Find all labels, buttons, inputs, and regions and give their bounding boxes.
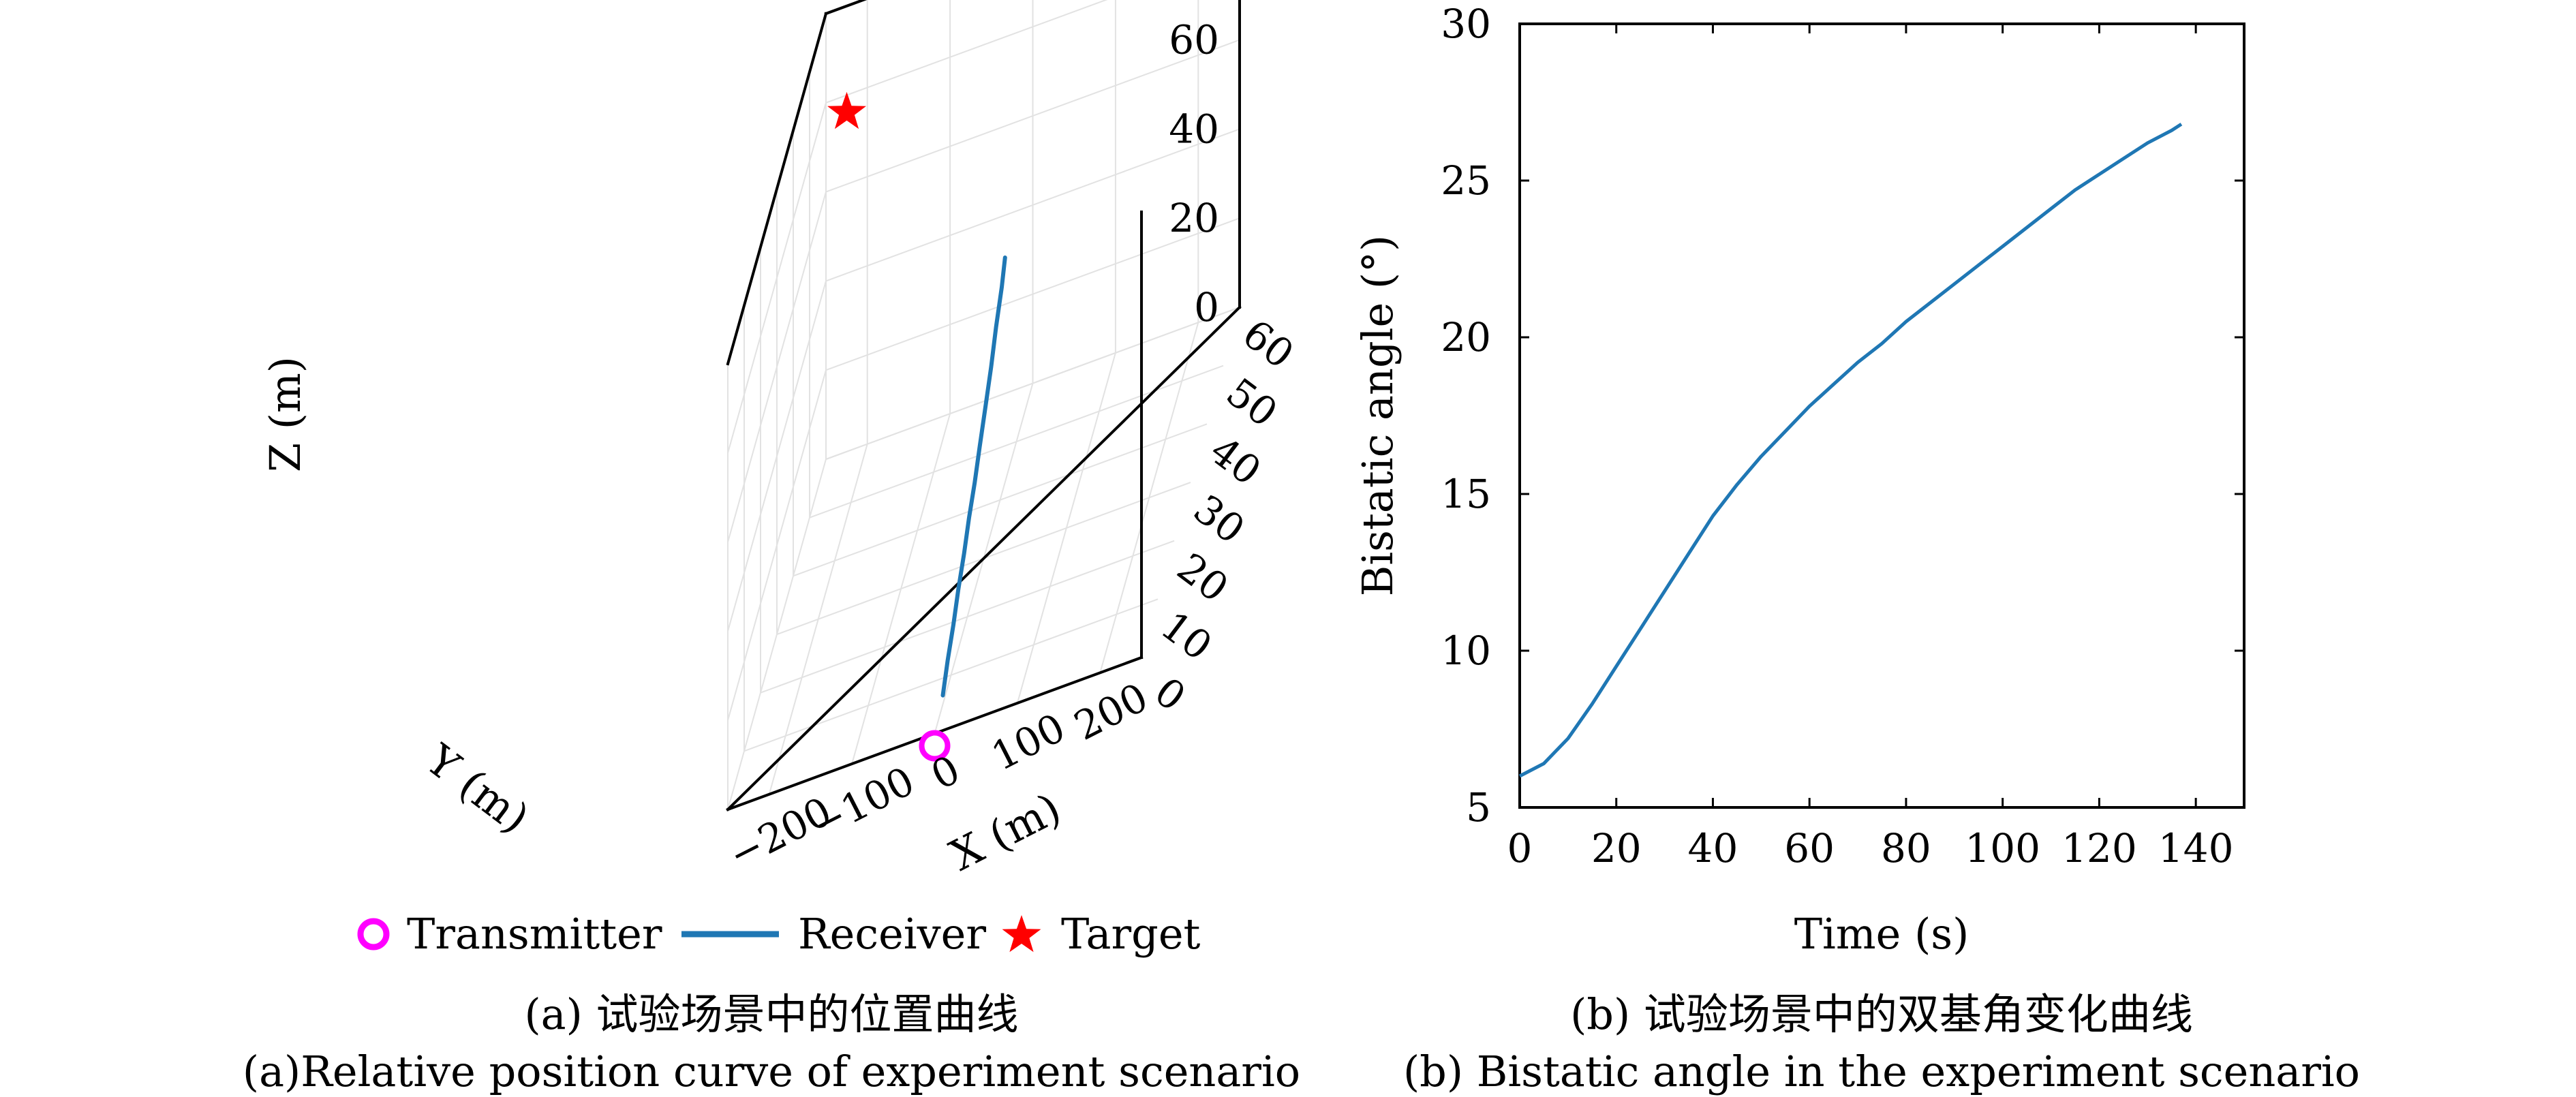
y-tick-label: 10 [1152, 602, 1221, 670]
z-tick-label: 20 [1169, 195, 1219, 241]
side-wall-grid-z [727, 281, 827, 632]
y-tick-label-b: 15 [1441, 471, 1491, 517]
x-tick-label: 200 [1067, 674, 1155, 750]
y-axis-label: Y (m) [416, 735, 538, 844]
y-axis-label-b: Bistatic angle (°) [1353, 235, 1402, 596]
y-tick-label-b: 5 [1466, 784, 1491, 831]
transmitter-marker [919, 730, 951, 762]
x-tick-label: −100 [804, 758, 922, 848]
x-tick-label-b: 80 [1881, 825, 1931, 871]
legend: Transmitter Receiver Target [357, 909, 1201, 959]
y-tick-label-b: 30 [1441, 1, 1491, 47]
y-tick-label-b: 25 [1441, 157, 1491, 204]
caption-a-en: (a)Relative position curve of experiment… [243, 1047, 1300, 1096]
caption-b-cn: (b) 试验场景中的双基角变化曲线 [1570, 989, 2193, 1039]
back-wall-grid-z [825, 217, 1240, 371]
legend-target-marker [1002, 915, 1041, 953]
plot-frame [1518, 22, 2245, 809]
y-tick-label-b: 20 [1441, 314, 1491, 360]
y-tick-label: 40 [1201, 427, 1270, 495]
back-wall-grid-z [825, 39, 1240, 193]
x-tick-label: 100 [984, 705, 1073, 780]
side-wall-grid-z [727, 191, 827, 542]
bistatic-angle-line [1518, 123, 2183, 778]
floor-grid-y [809, 365, 1224, 519]
x-axis-label: X (m) [942, 784, 1069, 881]
x-tick-label-b: 60 [1784, 825, 1835, 871]
target-point [827, 91, 866, 129]
ticks-2d: 0 20 40 60 80 100 120 140 5 10 15 20 25 30 [1441, 1, 2244, 871]
target-marker [827, 91, 866, 129]
y-tick-label: 50 [1218, 369, 1286, 436]
z-tick-label: 0 [1194, 284, 1219, 330]
x-tick-label-b: 0 [1507, 825, 1533, 871]
x-tick-label-b: 40 [1688, 825, 1738, 871]
x-tick-label-b: 20 [1591, 825, 1642, 871]
z-axis-label: Z (m) [260, 356, 310, 472]
caption-b-en: (b) Bistatic angle in the experiment sce… [1403, 1047, 2360, 1096]
side-wall-grid-z [727, 459, 827, 810]
legend-receiver-label: Receiver [798, 909, 986, 959]
legend-transmitter-marker [357, 918, 390, 951]
x-tick-label-b: 120 [2061, 825, 2137, 871]
side-wall-grid-z [727, 102, 827, 454]
receiver-trajectory [940, 256, 1007, 698]
y-tick-label: 30 [1185, 486, 1253, 553]
legend-target-label: Target [1061, 909, 1201, 959]
panel-bistatic-angle: 0 20 40 60 80 100 120 140 5 10 15 20 25 30 Bistatic a… [1353, 1, 2360, 1096]
z-tick-label: 60 [1169, 17, 1219, 63]
y-tick-label: 60 [1234, 311, 1302, 378]
edge-y-axis-front [726, 305, 1242, 812]
y-tick-label-b: 10 [1441, 628, 1491, 674]
z-tick-label: 40 [1169, 106, 1219, 152]
x-axis-label-b: Time (s) [1794, 909, 1969, 959]
back-wall-grid-z [825, 128, 1240, 282]
back-wall-grid-z [825, 0, 1108, 104]
floor-grid-y [760, 540, 1175, 694]
y-tick-label: 20 [1169, 544, 1237, 611]
x-tick-label: 0 [924, 746, 968, 799]
floor-grid-y [793, 423, 1208, 577]
edge-top-right [726, 12, 828, 366]
legend-transmitter-label: Transmitter [407, 909, 662, 959]
x-tick-label-b: 140 [2158, 825, 2234, 871]
receiver-line [940, 256, 1007, 698]
caption-a-cn: (a) 试验场景中的位置曲线 [524, 989, 1018, 1039]
transmitter-point [919, 730, 951, 762]
x-tick-label-b: 100 [1965, 825, 2040, 871]
back-wall-grid-z [825, 307, 1240, 460]
side-wall-grid-z [727, 369, 827, 721]
panel-3d-position: 0204060801000102030405060−200−1000100200… [243, 0, 1302, 1096]
